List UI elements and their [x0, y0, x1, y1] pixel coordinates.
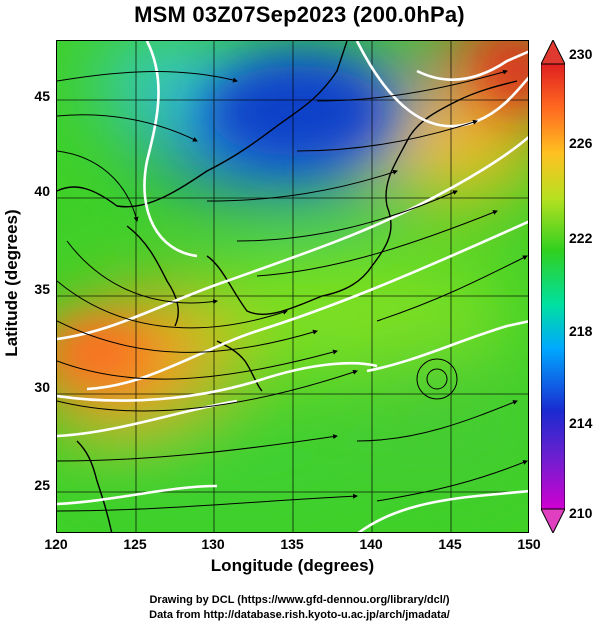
lat-lon-grid	[57, 41, 528, 532]
y-tick-label: 25	[34, 477, 50, 493]
x-tick-label: 120	[44, 536, 68, 552]
wind-streamlines	[57, 69, 528, 512]
map-canvas	[57, 41, 528, 532]
x-tick-label: 125	[123, 536, 147, 552]
coastlines	[57, 41, 518, 532]
y-tick-label: 40	[34, 183, 50, 199]
y-tick-label: 45	[34, 88, 50, 104]
credit-drawing: Drawing by DCL (https://www.gfd-dennou.o…	[149, 594, 450, 606]
x-tick-label: 150	[517, 536, 541, 552]
y-axis-title: Latitude (degrees)	[2, 209, 21, 357]
colorbar-tick-label: 214	[569, 415, 593, 431]
x-tick-label: 130	[201, 536, 225, 552]
x-tick-label: 135	[280, 536, 304, 552]
x-tick-label: 145	[438, 536, 462, 552]
colorbar-tick-label: 218	[569, 323, 593, 339]
x-axis-title: Longitude (degrees)	[210, 556, 375, 575]
colorbar-tick-label: 222	[569, 230, 593, 246]
x-tick-label: 140	[359, 536, 383, 552]
colorbar-tick-label: 210	[569, 505, 593, 521]
wind-temperature-map	[56, 40, 529, 533]
colorbar-tick-label: 230	[569, 46, 593, 62]
colorbar	[541, 40, 565, 533]
colorbar-tick-label: 226	[569, 135, 593, 151]
map-title: MSM 03Z07Sep2023 (200.0hPa)	[134, 2, 465, 27]
isotherm-contours	[57, 41, 528, 532]
credit-data: Data from http://database.rish.kyoto-u.a…	[149, 609, 450, 621]
y-tick-label: 30	[34, 379, 50, 395]
y-tick-label: 35	[34, 281, 50, 297]
